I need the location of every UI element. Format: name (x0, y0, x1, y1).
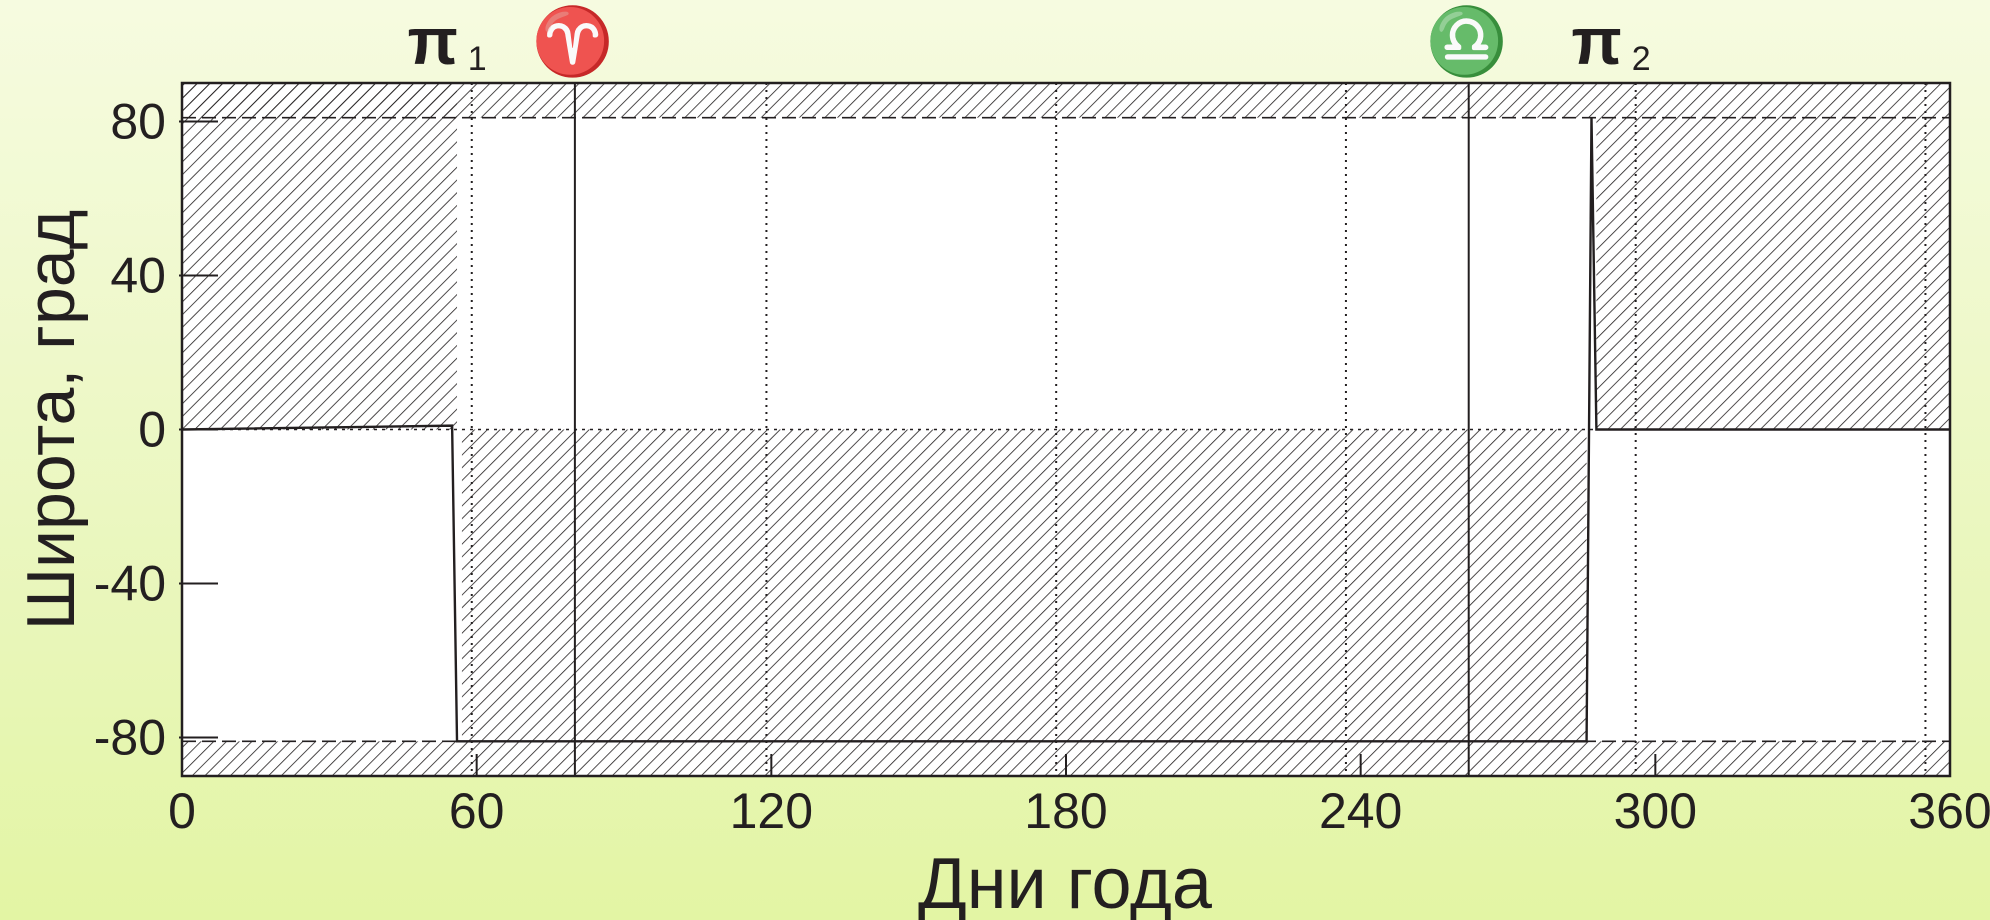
x-tick-label: 240 (1319, 783, 1402, 839)
event-marker-symbol: π (407, 4, 458, 78)
event-marker-symbol: π (1571, 4, 1622, 78)
y-tick-label: 0 (138, 402, 166, 458)
y-tick-label: -40 (94, 556, 166, 612)
y-axis-label: Широта, град (13, 210, 89, 631)
x-tick-label: 60 (449, 783, 505, 839)
hatched-region (182, 83, 1950, 118)
hatched-region (182, 83, 458, 430)
y-tick-label: -80 (94, 710, 166, 766)
hatched-region (461, 429, 1587, 742)
hatched-region (1596, 117, 1950, 430)
x-tick-label: 0 (168, 783, 196, 839)
event-marker-subscript: 1 (468, 40, 487, 78)
event-marker-symbol: ♎ (1426, 4, 1508, 79)
event-marker-symbol: ♈ (532, 4, 614, 79)
x-tick-label: 180 (1024, 783, 1107, 839)
x-tick-label: 120 (730, 783, 813, 839)
y-tick-label: 80 (110, 94, 166, 150)
x-tick-label: 300 (1614, 783, 1697, 839)
x-axis-label: Дни года (918, 844, 1213, 920)
y-tick-label: 40 (110, 248, 166, 304)
event-marker-subscript: 2 (1632, 40, 1651, 78)
x-tick-label: 360 (1908, 783, 1990, 839)
series-line (181, 117, 1950, 743)
